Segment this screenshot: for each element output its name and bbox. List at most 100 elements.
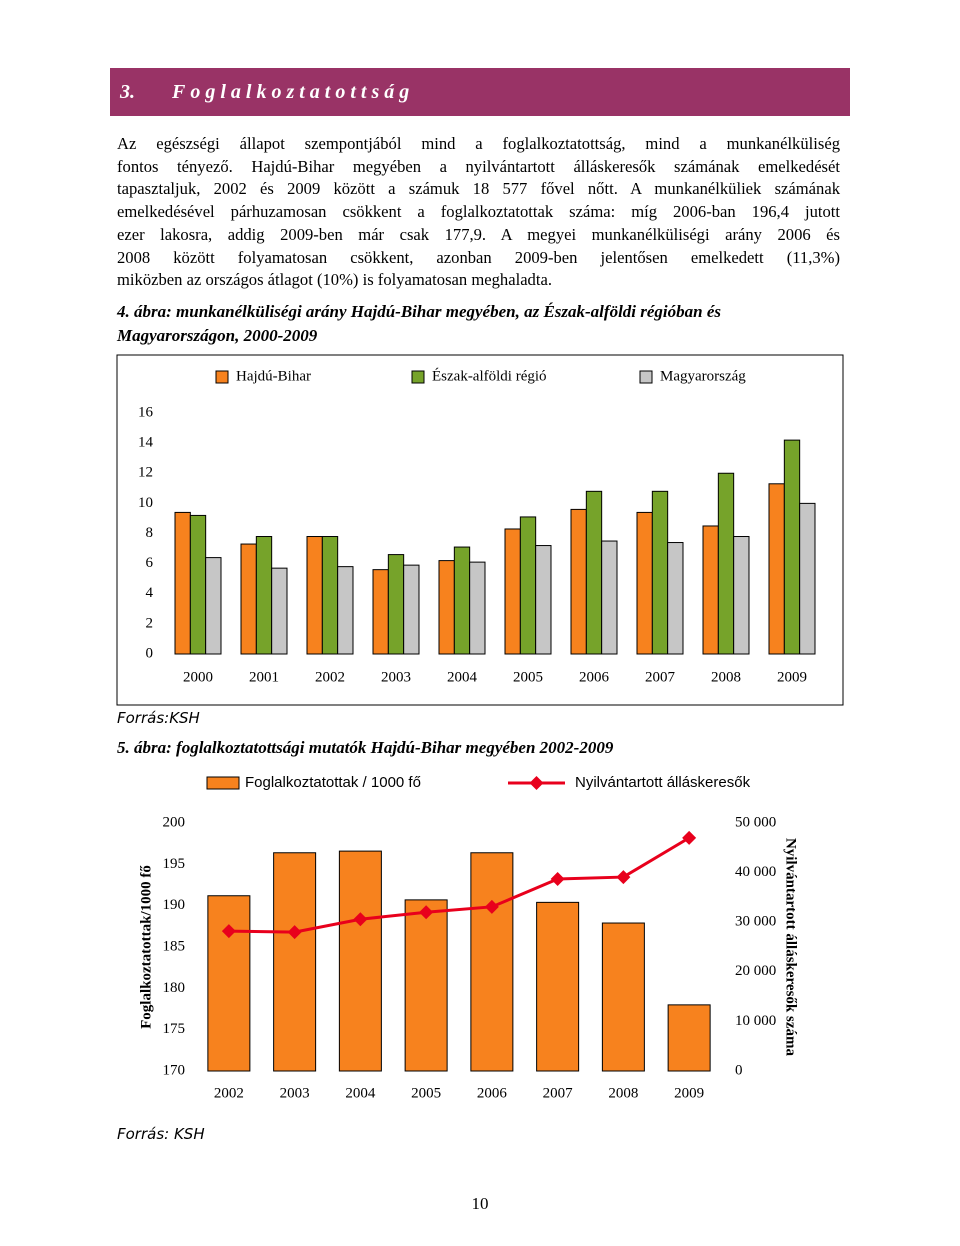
x-tick-label: 2007 — [543, 1085, 574, 1101]
y-axis-title: Foglalkoztatottak/1000 fő — [138, 865, 154, 1029]
y2-axis-title: Nyilvántartott álláskeresők száma — [783, 838, 799, 1057]
text-line: ezer lakosra, addig 2009-ben már csak 17… — [117, 224, 840, 244]
bar — [387, 554, 405, 655]
bar — [535, 545, 552, 655]
x-tick-label: 2005 — [411, 1085, 441, 1101]
tick-label: 0 — [735, 1062, 743, 1078]
bar — [469, 561, 486, 655]
line-marker — [550, 872, 565, 887]
bar — [717, 472, 735, 655]
text-line: miközben az országos átlagot (10%) is fo… — [117, 270, 552, 290]
x-tick-label: 2009 — [674, 1085, 704, 1101]
tick-label: 50 000 — [735, 814, 776, 830]
bar — [601, 922, 645, 1072]
line-marker — [484, 899, 499, 914]
line-marker — [353, 912, 368, 927]
tick-label: 200 — [163, 814, 186, 830]
tick-label: 195 — [163, 856, 186, 872]
bar — [337, 566, 354, 655]
bar — [189, 514, 207, 655]
x-tick-label: 2008 — [608, 1085, 638, 1101]
tick-label: 175 — [163, 1021, 186, 1037]
x-tick-label: 2002 — [214, 1085, 244, 1101]
x-tick-label: 2007 — [645, 669, 676, 685]
source: Forrás:KSH — [117, 709, 200, 727]
bar — [536, 901, 580, 1072]
bar — [240, 543, 257, 655]
legend-swatch — [206, 776, 240, 790]
tick-label: 8 — [146, 525, 154, 541]
tick-label: 40 000 — [735, 864, 776, 880]
tick-label: 20 000 — [735, 963, 776, 979]
legend-label: Foglalkoztatottak / 1000 fő — [245, 774, 421, 791]
tick-label: 185 — [163, 938, 186, 954]
bar — [783, 439, 801, 655]
bar — [271, 567, 288, 655]
bar — [702, 525, 719, 655]
section-number: 3. — [120, 81, 135, 103]
tick-label: 12 — [138, 465, 153, 481]
x-tick-label: 2003 — [280, 1085, 310, 1101]
tick-label: 10 000 — [735, 1013, 776, 1029]
paragraph: Az egészségi állapot szempontjából mind … — [117, 133, 840, 292]
bar — [585, 490, 603, 655]
x-tick-label: 2001 — [249, 669, 279, 685]
bar — [306, 536, 323, 655]
bar — [438, 560, 455, 655]
figure-caption: 5. ábra: foglalkoztatottsági mutatók Haj… — [117, 738, 614, 757]
bar — [273, 852, 317, 1072]
text-line: emelkedésével párhuzamosan csökkent a fo… — [117, 202, 840, 222]
bar — [570, 508, 587, 655]
source: Forrás: KSH — [117, 1125, 205, 1143]
bar — [338, 850, 382, 1072]
legend-label: Észak-alföldi régió — [432, 367, 547, 384]
tick-label: 0 — [146, 645, 154, 661]
bar — [799, 502, 816, 655]
text-line: fontos tényező. Hajdú-Bihar megyében a n… — [117, 156, 840, 176]
legend-swatch — [639, 370, 653, 384]
tick-label: 14 — [138, 435, 154, 451]
bar — [403, 564, 420, 655]
bar — [255, 536, 273, 655]
legend-marker — [529, 776, 544, 790]
tick-label: 2 — [146, 615, 154, 631]
x-tick-label: 2004 — [447, 669, 478, 685]
line-marker — [682, 830, 697, 845]
x-tick-label: 2000 — [183, 669, 213, 685]
legend-label: Magyarország — [660, 368, 746, 384]
bar — [470, 852, 514, 1072]
x-tick-label: 2006 — [477, 1085, 508, 1101]
tick-label: 180 — [163, 980, 186, 996]
bar — [636, 511, 653, 655]
tick-label: 16 — [138, 404, 154, 420]
tick-label: 170 — [163, 1062, 186, 1078]
legend-label: Hajdú-Bihar — [236, 368, 311, 384]
tick-label: 30 000 — [735, 914, 776, 930]
line — [228, 836, 690, 934]
x-tick-label: 2002 — [315, 669, 345, 685]
section-title: Foglalkoztatottság — [172, 81, 415, 103]
line-marker — [616, 870, 631, 885]
bar — [601, 540, 618, 655]
legend-swatch — [215, 370, 229, 384]
bar — [207, 895, 251, 1072]
chart-frame — [116, 354, 844, 706]
bar — [519, 516, 537, 655]
x-tick-label: 2009 — [777, 669, 807, 685]
legend-swatch — [411, 370, 425, 384]
tick-label: 10 — [138, 495, 153, 511]
bar — [667, 542, 684, 655]
bar — [321, 536, 339, 655]
bar — [453, 546, 471, 655]
line-marker — [221, 924, 236, 939]
section-header: 3. Foglalkoztatottság — [110, 68, 850, 116]
tick-label: 190 — [163, 897, 186, 913]
bar — [372, 569, 389, 655]
x-tick-label: 2004 — [345, 1085, 376, 1101]
bar — [667, 1004, 711, 1072]
bar — [733, 536, 750, 655]
bar — [651, 490, 669, 655]
bar — [768, 483, 785, 655]
